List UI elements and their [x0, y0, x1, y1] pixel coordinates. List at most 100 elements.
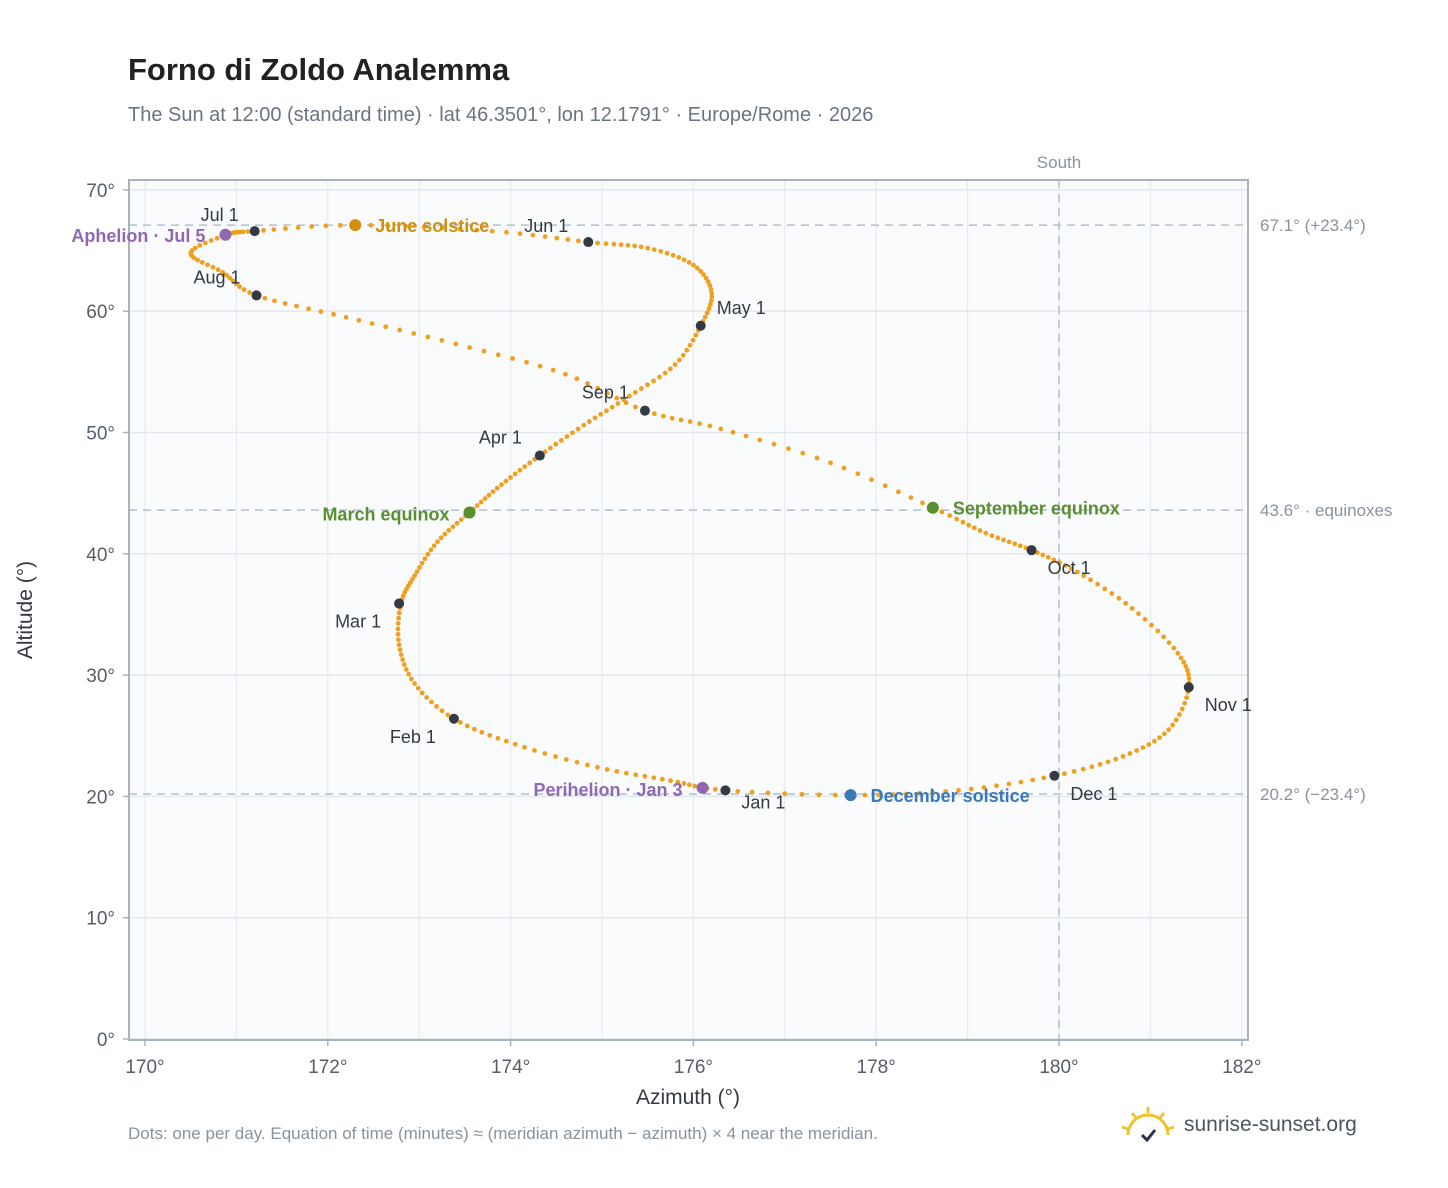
month-marker-label: Sep 1 — [582, 383, 629, 403]
daily-dot — [782, 791, 788, 797]
daily-dot — [487, 732, 493, 738]
month-marker-label: May 1 — [717, 298, 766, 318]
daily-dot — [512, 471, 518, 477]
daily-dot — [490, 489, 496, 495]
month-marker — [583, 237, 594, 248]
event-marker — [696, 781, 709, 794]
daily-dot — [718, 426, 724, 432]
daily-dot — [1006, 539, 1012, 545]
daily-dot — [800, 450, 806, 456]
daily-dot — [611, 241, 617, 247]
daily-dot — [474, 503, 480, 508]
daily-dot — [220, 269, 226, 275]
daily-dot — [565, 237, 571, 242]
daily-dot — [971, 525, 977, 531]
daily-dot — [1062, 771, 1067, 777]
month-marker-label: Jun 1 — [524, 216, 568, 236]
daily-dot — [989, 533, 995, 539]
daily-dot — [542, 234, 548, 240]
daily-dot — [283, 226, 288, 231]
daily-dot — [417, 565, 422, 570]
daily-dot — [707, 283, 713, 288]
daily-dot — [195, 257, 200, 263]
daily-dot — [431, 543, 437, 549]
daily-dot — [890, 792, 896, 797]
plot-frame — [128, 179, 1249, 1041]
x-tick-label: 172° — [308, 1057, 347, 1078]
event-label: June solstice — [375, 216, 489, 236]
daily-dot — [306, 306, 311, 312]
month-marker — [534, 450, 545, 461]
month-marker — [249, 226, 260, 237]
daily-dot — [1095, 581, 1100, 587]
daily-dot — [233, 281, 239, 287]
daily-dot — [197, 243, 203, 248]
daily-dot — [977, 528, 983, 533]
daily-dot — [1185, 667, 1190, 673]
daily-dot — [1161, 634, 1167, 640]
month-marker — [1026, 545, 1037, 556]
brand[interactable]: sunrise-sunset.org — [1120, 1100, 1357, 1150]
daily-dot — [1080, 766, 1086, 772]
daily-dot — [1041, 775, 1047, 781]
y-tick-label: 50° — [86, 424, 115, 445]
daily-dot — [930, 790, 936, 795]
daily-dot — [954, 516, 960, 522]
daily-dot — [638, 244, 644, 250]
daily-dot — [1045, 554, 1051, 560]
daily-dot — [309, 224, 315, 229]
daily-dot — [709, 294, 715, 300]
daily-dot — [876, 792, 882, 798]
daily-dot — [481, 348, 487, 354]
daily-dot — [690, 337, 696, 343]
daily-dot — [424, 695, 430, 700]
daily-dot — [414, 569, 420, 575]
x-tick-label: 182° — [1222, 1057, 1261, 1078]
month-marker-label: Dec 1 — [1070, 784, 1117, 804]
month-marker — [1183, 682, 1194, 693]
month-marker-label: Apr 1 — [479, 428, 522, 448]
daily-dot — [1097, 761, 1103, 767]
daily-dot — [401, 662, 407, 667]
daily-dot — [609, 404, 615, 410]
daily-dot — [1057, 560, 1062, 565]
daily-dot — [479, 729, 485, 735]
daily-dot — [205, 262, 210, 268]
x-tick-label: 176° — [674, 1057, 713, 1078]
daily-dot — [917, 790, 923, 796]
daily-dot — [625, 242, 631, 248]
reference-line-label: 43.6° · equinoxes — [1260, 501, 1393, 520]
daily-dot — [1140, 745, 1146, 750]
daily-dot — [1123, 600, 1129, 606]
x-axis-label: Azimuth (°) — [636, 1086, 740, 1109]
daily-dot — [681, 257, 687, 263]
daily-dot — [693, 332, 699, 338]
daily-dot — [1142, 616, 1148, 622]
event-marker — [926, 501, 939, 514]
month-marker-label: Oct 1 — [1048, 558, 1091, 578]
daily-dot — [658, 248, 664, 254]
daily-dot — [581, 422, 587, 428]
event-label: September equinox — [953, 499, 1120, 519]
daily-dot — [651, 775, 657, 781]
daily-dot — [1062, 562, 1068, 568]
daily-dot — [670, 252, 676, 258]
daily-dot — [396, 637, 401, 643]
daily-dot — [412, 681, 418, 686]
daily-dot — [882, 483, 888, 489]
daily-dot — [1166, 640, 1172, 646]
month-marker-label: Jan 1 — [741, 792, 785, 812]
daily-dot — [956, 787, 961, 793]
daily-dot — [1071, 769, 1077, 774]
daily-dot — [434, 704, 439, 709]
daily-dot — [708, 286, 714, 292]
daily-dot — [458, 517, 464, 523]
daily-dot — [939, 509, 945, 515]
daily-dot — [510, 356, 515, 361]
daily-dot — [595, 240, 600, 246]
daily-dot — [633, 772, 639, 778]
daily-dot — [356, 317, 362, 323]
daily-dot — [1171, 645, 1177, 651]
daily-dot — [651, 411, 657, 417]
